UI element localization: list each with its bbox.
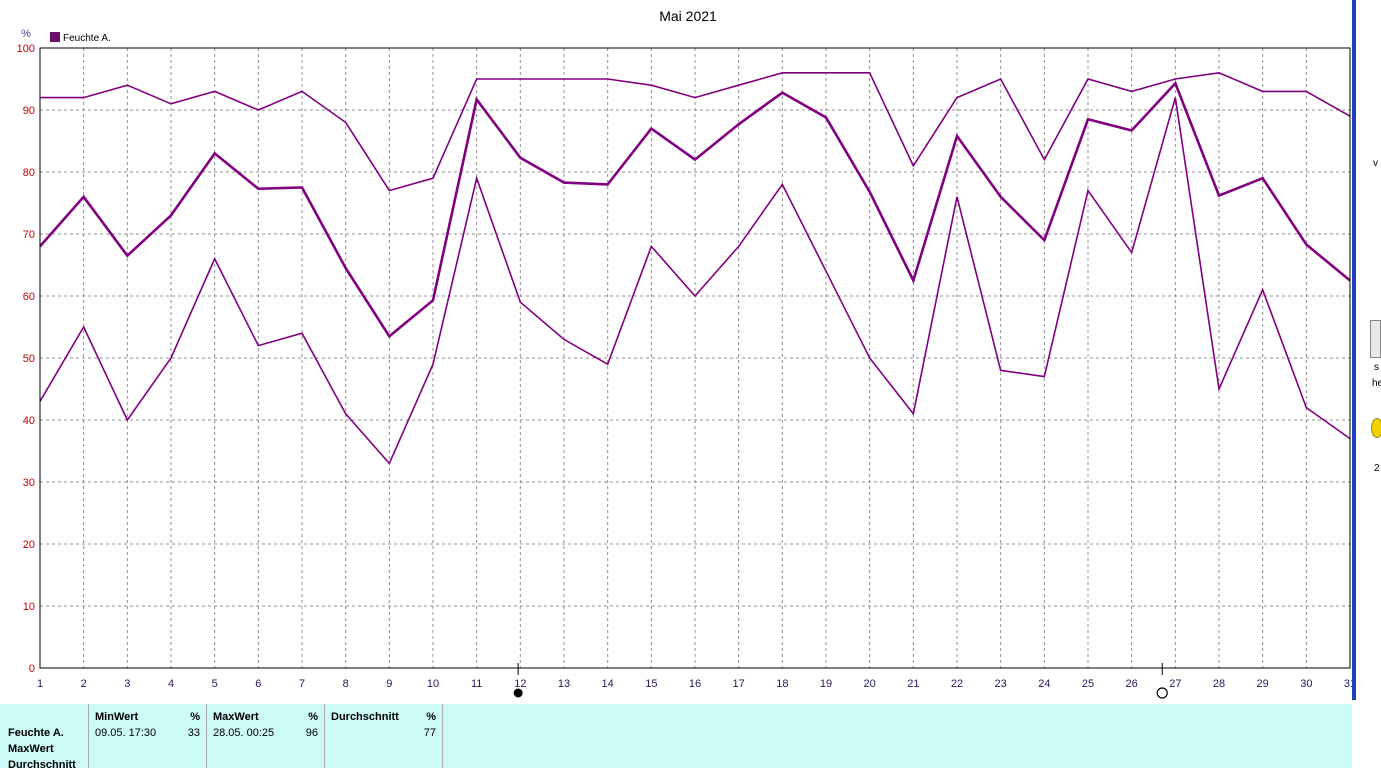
x-tick-label: 13: [558, 678, 570, 690]
x-tick-labels: 1 2 3 4 5 6 7 8 9 10 11 12 13 14 15 16 17 18 19 20 21 22 23 24 2…: [37, 678, 1352, 690]
plot-frame: [39, 47, 1351, 669]
y-tick-label: 30: [23, 477, 35, 489]
y-tick-label: 40: [23, 415, 35, 427]
x-tick-label: 9: [386, 678, 392, 690]
x-tick-label: 26: [1126, 678, 1138, 690]
statistics-panel: Feuchte A. MaxWert Durchschnitt MinWert …: [0, 704, 1352, 771]
grid-lines: [40, 48, 1350, 668]
window-border: [1352, 0, 1356, 700]
x-tick-label: 28: [1213, 678, 1225, 690]
full-moon-filled-icon: [513, 688, 523, 698]
series-line-max: [40, 71, 1351, 192]
sun-icon: [1371, 418, 1381, 438]
stats-row-labels: Feuchte A. MaxWert Durchschnitt: [0, 704, 88, 771]
row-label-sensor: Feuchte A.: [8, 727, 64, 739]
stat-value: 77: [423, 727, 436, 739]
y-tick-label: 70: [23, 229, 35, 241]
adjacent-window-strip: v s he 2: [1352, 0, 1381, 768]
x-tick-label: 8: [343, 678, 349, 690]
x-tick-label: 7: [299, 678, 305, 690]
legend-color-box: [50, 32, 60, 42]
x-tick-label: 3: [124, 678, 130, 690]
x-tick-label: 27: [1169, 678, 1181, 690]
y-tick-labels: 0 10 20 30 40 50 60 70 80 90 100: [17, 43, 35, 675]
stat-header: MinWert: [95, 711, 139, 723]
x-tick-label: 2: [81, 678, 87, 690]
legend-label: Feuchte A.: [63, 33, 111, 44]
x-tick-label: 10: [427, 678, 439, 690]
row-label-maxwert: MaxWert: [8, 743, 54, 755]
x-tick-label: 17: [733, 678, 745, 690]
stat-unit: %: [190, 711, 200, 723]
y-tick-label: 100: [17, 43, 35, 55]
stat-header: Durchschnitt: [331, 711, 399, 723]
new-moon-outline-icon: [1156, 687, 1168, 699]
x-tick-label: 6: [255, 678, 261, 690]
moon-markers: [513, 663, 1168, 699]
x-tick-label: 24: [1038, 678, 1050, 690]
y-axis-unit-label: %: [21, 28, 31, 40]
stat-header: MaxWert: [213, 711, 259, 723]
x-tick-label: 23: [995, 678, 1007, 690]
stat-column-min: MinWert % 09.05. 17:30 33: [88, 704, 206, 768]
x-tick-label: 25: [1082, 678, 1094, 690]
x-tick-label: 11: [471, 678, 482, 690]
stat-unit: %: [308, 711, 318, 723]
stat-unit: %: [426, 711, 436, 723]
y-tick-label: 50: [23, 353, 35, 365]
clipped-text-fragment: he: [1372, 378, 1381, 389]
x-tick-label: 12: [514, 678, 526, 690]
stat-timestamp: 28.05. 00:25: [213, 727, 275, 739]
stat-value: 33: [187, 727, 200, 739]
clipped-text-fragment: s: [1374, 362, 1379, 373]
stat-value: 96: [305, 727, 318, 739]
x-tick-label: 31: [1344, 678, 1352, 690]
clipped-text-fragment: 2: [1374, 463, 1380, 474]
humidity-chart: Mai 2021 % Feuchte A. 0 10 20 30 40 50 60 70 80 9…: [17, 8, 1352, 699]
stat-timestamp: 09.05. 17:30: [95, 727, 157, 739]
y-tick-label: 60: [23, 291, 35, 303]
y-tick-label: 10: [23, 601, 35, 613]
x-tick-label: 1: [37, 678, 43, 690]
clipped-text-fragment: v: [1373, 158, 1378, 169]
y-tick-label: 0: [29, 663, 35, 675]
row-label-durchschnitt: Durchschnitt: [8, 759, 76, 771]
series-line-avg: [39, 80, 1351, 339]
x-tick-label: 5: [212, 678, 218, 690]
x-tick-label: 20: [864, 678, 876, 690]
x-tick-label: 19: [820, 678, 832, 690]
chart-title: Mai 2021: [659, 8, 717, 24]
stat-column-average: Durchschnitt % 77: [324, 704, 443, 768]
y-tick-label: 80: [23, 167, 35, 179]
x-tick-label: 18: [776, 678, 788, 690]
x-tick-label: 16: [689, 678, 701, 690]
x-tick-label: 22: [951, 678, 963, 690]
stat-column-max: MaxWert % 28.05. 00:25 96: [206, 704, 324, 768]
series-line-min: [39, 97, 1351, 465]
x-tick-label: 14: [602, 678, 614, 690]
y-tick-label: 90: [23, 105, 35, 117]
series-lines: [39, 71, 1351, 465]
x-tick-label: 21: [907, 678, 919, 690]
x-tick-label: 4: [168, 678, 174, 690]
clipped-scrollbar[interactable]: [1370, 320, 1381, 358]
x-tick-label: 29: [1257, 678, 1269, 690]
x-tick-label: 15: [645, 678, 657, 690]
y-tick-label: 20: [23, 539, 35, 551]
x-tick-label: 30: [1300, 678, 1312, 690]
